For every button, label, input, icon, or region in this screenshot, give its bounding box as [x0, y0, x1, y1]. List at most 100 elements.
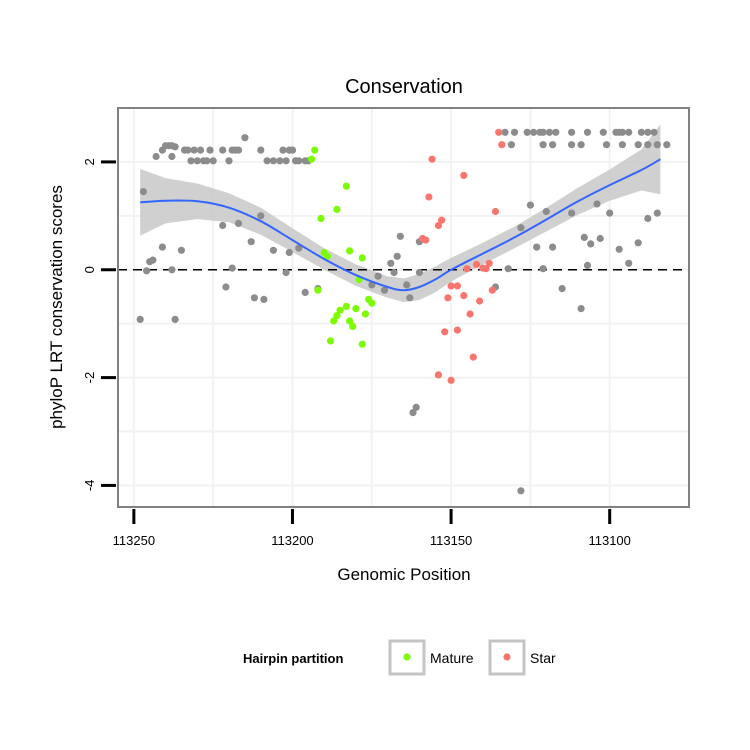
- point-mature: [336, 306, 344, 314]
- point-other: [203, 157, 211, 165]
- point-other: [637, 128, 646, 136]
- point-star: [460, 171, 468, 179]
- point-other: [504, 265, 512, 273]
- point-other: [663, 141, 671, 149]
- point-mature: [361, 310, 369, 318]
- point-mature: [342, 302, 350, 310]
- point-other: [219, 221, 227, 230]
- point-star: [463, 265, 471, 273]
- point-star: [434, 221, 442, 230]
- point-other: [269, 246, 277, 254]
- point-star: [482, 265, 490, 273]
- point-star: [453, 326, 461, 334]
- point-other: [260, 295, 268, 303]
- point-other: [533, 243, 541, 251]
- x-tick-label: 113250: [113, 533, 155, 548]
- point-other: [206, 146, 214, 154]
- point-other: [295, 157, 303, 165]
- point-other: [625, 259, 633, 267]
- point-star: [425, 193, 433, 201]
- point-other: [530, 128, 538, 136]
- point-other: [409, 409, 417, 417]
- point-other: [269, 157, 277, 165]
- point-other: [634, 141, 642, 149]
- x-axis-label: Genomic Position: [337, 565, 470, 584]
- chart-title: Conservation: [345, 76, 463, 98]
- point-other: [171, 315, 179, 323]
- point-other: [187, 157, 195, 165]
- point-other: [279, 146, 287, 154]
- point-other: [250, 294, 258, 302]
- y-axis-label: phyloP LRT conservation scores: [47, 185, 66, 429]
- point-other: [171, 143, 179, 151]
- point-other: [545, 128, 554, 136]
- point-other: [577, 141, 585, 149]
- point-other: [301, 288, 309, 296]
- point-other: [602, 141, 611, 149]
- point-mature: [314, 286, 322, 294]
- point-mature: [349, 322, 357, 330]
- point-other: [234, 219, 243, 227]
- y-tick-label: 0: [82, 266, 97, 273]
- point-star: [418, 234, 427, 243]
- point-other: [136, 315, 144, 323]
- point-star: [491, 207, 500, 216]
- point-other: [599, 128, 607, 136]
- point-other: [190, 146, 198, 154]
- y-tick-label: 2: [82, 158, 97, 165]
- point-mature: [368, 299, 376, 307]
- point-other: [139, 188, 147, 196]
- point-other: [558, 285, 566, 293]
- point-other: [257, 146, 265, 154]
- point-other: [653, 141, 661, 149]
- point-other: [507, 141, 515, 149]
- point-other: [517, 224, 525, 232]
- point-other: [228, 264, 236, 272]
- point-other: [568, 141, 576, 149]
- point-other: [209, 157, 217, 165]
- smooth-fit-curve: [140, 158, 661, 292]
- point-other: [517, 487, 525, 495]
- point-mature: [333, 312, 341, 320]
- point-other: [146, 258, 154, 266]
- point-other: [143, 267, 151, 275]
- point-mature: [307, 155, 316, 163]
- y-tick-label: -2: [82, 372, 97, 384]
- point-other: [263, 157, 271, 165]
- point-mature: [323, 252, 331, 260]
- point-other: [568, 209, 576, 217]
- point-other: [257, 212, 265, 220]
- point-other: [644, 141, 652, 149]
- point-star: [488, 286, 496, 294]
- point-star: [466, 310, 474, 318]
- point-mature: [358, 254, 366, 262]
- point-other: [568, 128, 576, 136]
- point-star: [434, 371, 442, 379]
- point-other: [152, 152, 160, 161]
- x-axis: 113250 113200 113150 113100: [113, 509, 631, 548]
- y-tick-label: -4: [82, 480, 97, 492]
- x-tick-label: 113150: [430, 533, 472, 548]
- point-other: [234, 146, 243, 154]
- point-other: [552, 128, 560, 136]
- point-mature: [358, 340, 366, 348]
- point-other: [396, 232, 404, 240]
- point-mature: [346, 247, 354, 255]
- point-star: [428, 155, 436, 163]
- point-other: [618, 128, 627, 136]
- scatter-points: [136, 128, 671, 495]
- point-mature: [346, 317, 354, 325]
- x-tick-label: 113200: [271, 533, 313, 548]
- legend-label-star: Star: [530, 650, 556, 666]
- point-other: [225, 157, 233, 165]
- point-star: [453, 282, 461, 290]
- point-other: [177, 246, 185, 254]
- point-other: [380, 286, 389, 294]
- legend: Hairpin partition Mature Star: [243, 639, 556, 676]
- point-star: [447, 282, 455, 290]
- point-star: [485, 259, 493, 267]
- point-other: [282, 268, 290, 277]
- point-star: [495, 128, 503, 136]
- point-star: [441, 328, 449, 336]
